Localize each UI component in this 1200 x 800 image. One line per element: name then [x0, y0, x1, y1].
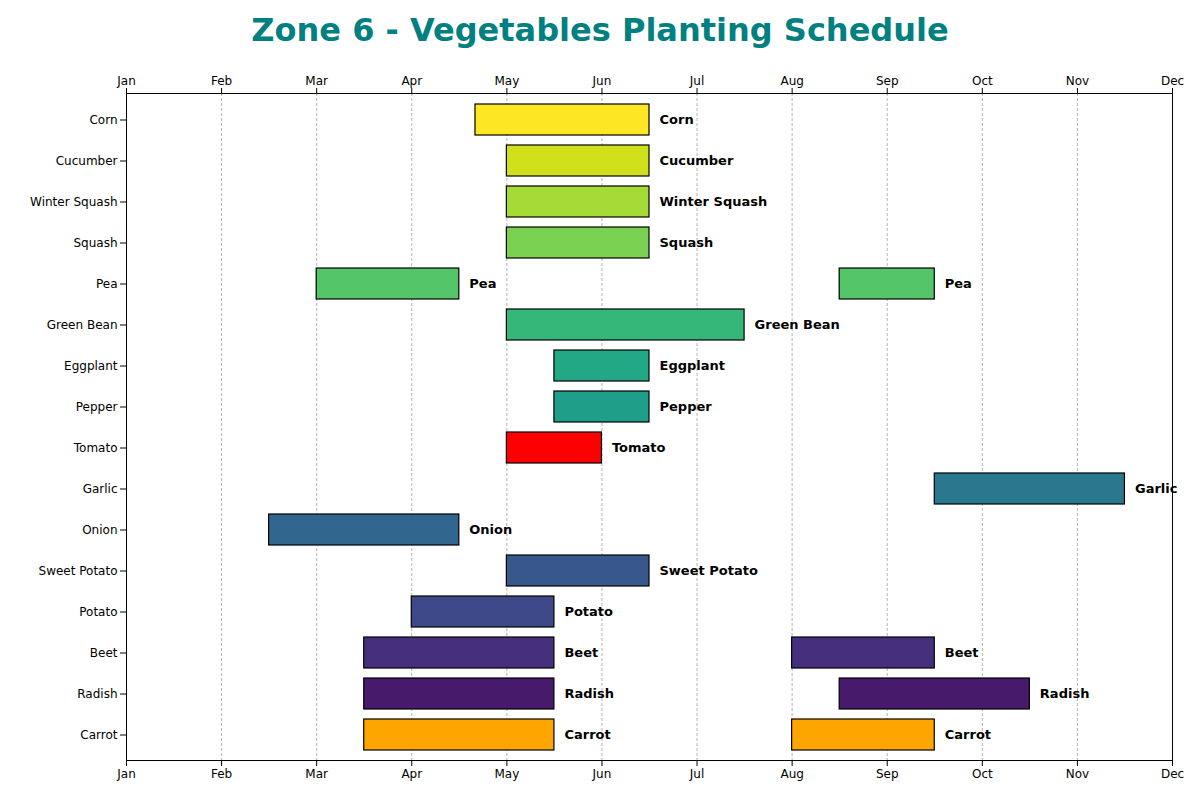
svg-text:Sweet Potato: Sweet Potato	[39, 564, 118, 578]
svg-text:Aug: Aug	[780, 767, 803, 781]
svg-text:Tomato: Tomato	[73, 441, 118, 455]
svg-text:Feb: Feb	[211, 767, 232, 781]
svg-text:Aug: Aug	[780, 74, 803, 88]
svg-text:Squash: Squash	[73, 236, 117, 250]
svg-text:Garlic: Garlic	[83, 482, 118, 496]
svg-text:Sep: Sep	[876, 74, 899, 88]
svg-text:Oct: Oct	[972, 74, 993, 88]
svg-text:Nov: Nov	[1066, 767, 1089, 781]
svg-text:Pea: Pea	[945, 276, 972, 291]
svg-text:Jul: Jul	[689, 767, 704, 781]
svg-text:Potato: Potato	[564, 604, 613, 619]
svg-text:Pea: Pea	[96, 277, 118, 291]
svg-text:Tomato: Tomato	[612, 440, 666, 455]
svg-text:Pea: Pea	[469, 276, 496, 291]
svg-text:Beet: Beet	[945, 645, 979, 660]
svg-text:Carrot: Carrot	[945, 727, 991, 742]
svg-text:Mar: Mar	[305, 74, 328, 88]
svg-text:Beet: Beet	[90, 646, 118, 660]
svg-text:Pepper: Pepper	[660, 399, 713, 414]
svg-text:Pepper: Pepper	[76, 400, 118, 414]
svg-text:Radish: Radish	[1040, 686, 1090, 701]
svg-text:Onion: Onion	[82, 523, 117, 537]
svg-text:Squash: Squash	[660, 235, 714, 250]
svg-text:Radish: Radish	[564, 686, 614, 701]
svg-text:Mar: Mar	[305, 767, 328, 781]
svg-text:Green Bean: Green Bean	[755, 317, 840, 332]
svg-text:Jan: Jan	[116, 74, 136, 88]
svg-text:Apr: Apr	[401, 74, 422, 88]
svg-text:Dec: Dec	[1161, 767, 1184, 781]
svg-text:Carrot: Carrot	[564, 727, 610, 742]
html-text:Zone 6 - Vegetables Planting S: Zone 6 - Vegetables Planting Schedule	[251, 11, 949, 49]
svg-text:May: May	[494, 767, 519, 781]
svg-text:Cucumber: Cucumber	[56, 154, 118, 168]
svg-text:Dec: Dec	[1161, 74, 1184, 88]
svg-text:Radish: Radish	[77, 687, 117, 701]
svg-text:Sweet Potato: Sweet Potato	[660, 563, 758, 578]
svg-text:Cucumber: Cucumber	[660, 153, 734, 168]
svg-text:Sep: Sep	[876, 767, 899, 781]
svg-text:Eggplant: Eggplant	[660, 358, 726, 373]
svg-text:Jul: Jul	[689, 74, 704, 88]
svg-text:Onion: Onion	[469, 522, 512, 537]
svg-text:Carrot: Carrot	[80, 728, 117, 742]
svg-text:Beet: Beet	[564, 645, 598, 660]
svg-text:Eggplant: Eggplant	[64, 359, 118, 373]
svg-text:Winter Squash: Winter Squash	[660, 194, 768, 209]
svg-text:Jun: Jun	[592, 74, 612, 88]
svg-text:Green Bean: Green Bean	[47, 318, 118, 332]
svg-text:Corn: Corn	[660, 112, 694, 127]
svg-text:Corn: Corn	[89, 113, 117, 127]
svg-text:Jan: Jan	[116, 767, 136, 781]
svg-text:May: May	[494, 74, 519, 88]
svg-text:Garlic: Garlic	[1135, 481, 1177, 496]
svg-text:Potato: Potato	[79, 605, 117, 619]
svg-text:Jun: Jun	[592, 767, 612, 781]
svg-text:Winter Squash: Winter Squash	[30, 195, 117, 209]
svg-text:Nov: Nov	[1066, 74, 1089, 88]
svg-text:Apr: Apr	[401, 767, 422, 781]
svg-text:Feb: Feb	[211, 74, 232, 88]
svg-text:Oct: Oct	[972, 767, 993, 781]
